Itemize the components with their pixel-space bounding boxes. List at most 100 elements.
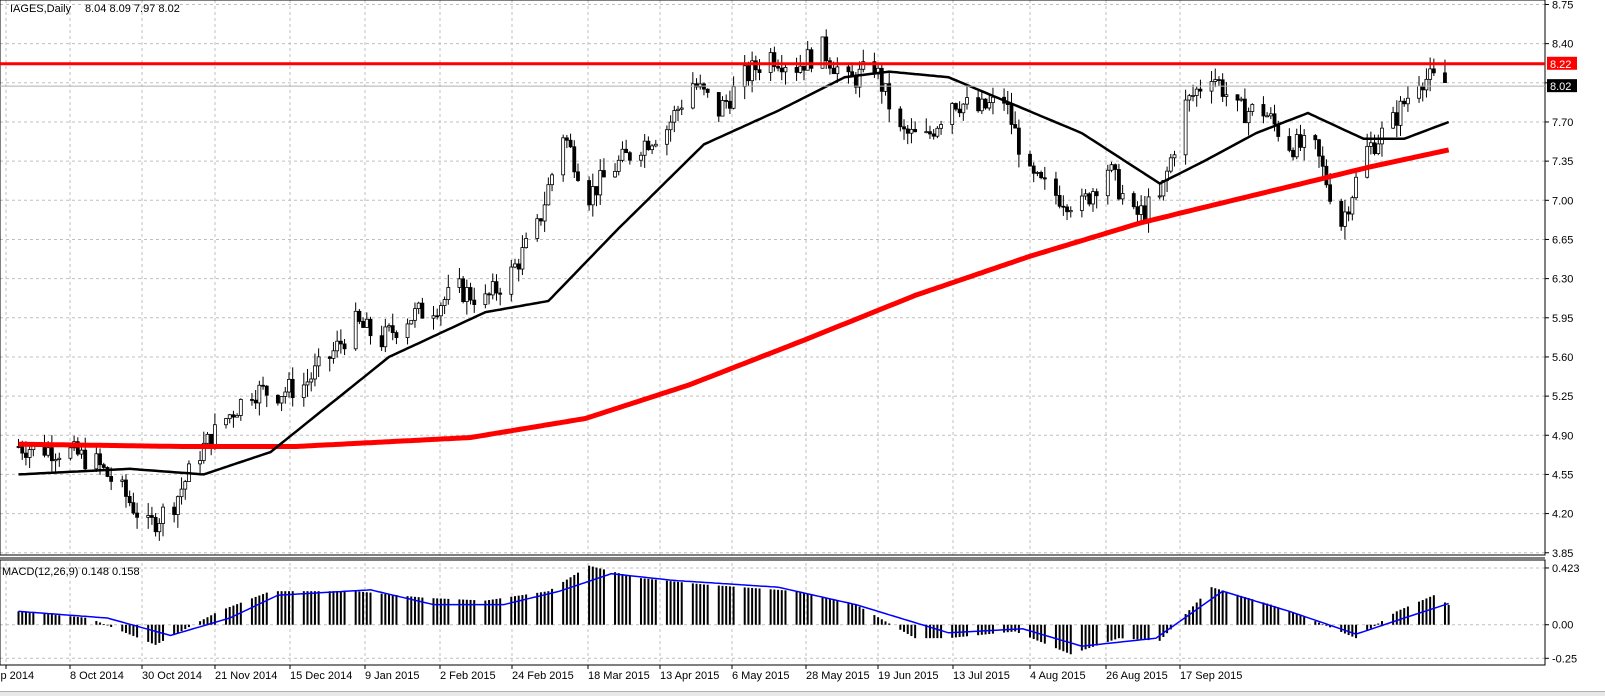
candle-body (1320, 155, 1325, 167)
x-tick-label: 2 Feb 2015 (440, 670, 496, 682)
candle-body (564, 137, 569, 141)
macd-label: MACD(12,26,9) 0.148 0.158 (2, 566, 140, 578)
candle-body (720, 100, 725, 117)
candle-body (68, 447, 73, 459)
candle-body (1394, 112, 1399, 126)
candle-body (201, 442, 206, 461)
candle-body (446, 287, 451, 300)
macd-y-tick-label: 0.423 (1552, 563, 1580, 575)
candle-body (290, 378, 295, 399)
candle-body (1443, 72, 1447, 83)
candle-body (205, 433, 210, 444)
candle-body (716, 92, 721, 117)
y-tick-label: 6.30 (1552, 274, 1573, 286)
y-tick-label: 3.85 (1552, 548, 1573, 560)
candle-body (261, 384, 265, 387)
candle-body (1391, 112, 1395, 129)
candle-body (853, 75, 858, 88)
candle-body (1135, 206, 1140, 215)
candle-body (98, 453, 102, 466)
candle-body (668, 121, 673, 131)
candle-body (535, 218, 540, 239)
candle-body (550, 174, 554, 186)
candle-body (1194, 88, 1199, 96)
candle-body (1339, 200, 1344, 227)
candle-body (279, 396, 284, 404)
candle-body (487, 293, 491, 296)
candle-body (746, 65, 751, 82)
candle-body (361, 321, 365, 328)
candle-body (357, 310, 362, 322)
candle-body (698, 83, 703, 88)
candle-body (805, 49, 810, 71)
candle-body (127, 496, 132, 504)
x-tick-label: 21 Nov 2014 (215, 670, 277, 682)
y-tick-label: 5.60 (1552, 352, 1573, 364)
candle-body (594, 186, 599, 196)
candle-body (79, 449, 84, 455)
candle-body (1142, 205, 1147, 221)
candle-body (175, 496, 180, 515)
candle-body (772, 52, 777, 67)
candle-body (783, 67, 788, 73)
candle-body (1113, 164, 1118, 170)
candle-body (1272, 113, 1277, 125)
candle-body (524, 238, 529, 248)
candle-body (642, 140, 647, 156)
candle-body (472, 299, 477, 305)
candle-body (1091, 191, 1095, 205)
x-tick-label: 6 Sep 2014 (0, 670, 34, 682)
candle-body (464, 287, 469, 302)
candle-body (1368, 142, 1373, 147)
candle-body (390, 325, 395, 334)
candle-body (20, 446, 25, 454)
candle-body (1224, 94, 1229, 97)
candle-body (264, 385, 269, 396)
x-tick-label: 9 Jan 2015 (365, 670, 419, 682)
candle-body (824, 36, 829, 62)
candle-body (442, 299, 447, 307)
x-tick-label: 8 Oct 2014 (70, 670, 124, 682)
candle-body (1343, 211, 1347, 227)
y-tick-label: 5.95 (1552, 313, 1573, 325)
candle-body (131, 502, 136, 514)
candle-body (590, 186, 595, 206)
candle-body (75, 441, 80, 455)
candle-body (779, 67, 784, 73)
candle-body (513, 263, 517, 268)
candle-body (602, 170, 606, 178)
y-tick-label: 6.65 (1552, 234, 1573, 246)
y-tick-label: 4.55 (1552, 469, 1573, 481)
y-tick-label: 5.25 (1552, 391, 1573, 403)
candle-body (287, 378, 291, 393)
candle-body (253, 399, 258, 404)
candle-body (1424, 78, 1429, 91)
candle-body (820, 36, 825, 69)
candle-body (387, 325, 391, 328)
candle-body (676, 108, 680, 111)
x-tick-label: 28 May 2015 (806, 670, 870, 682)
candle-body (694, 83, 699, 88)
candle-body (679, 107, 684, 110)
candle-body (146, 515, 151, 518)
candle-body (416, 302, 421, 310)
bottom-tab-strip[interactable] (0, 691, 1605, 696)
candle-body (913, 128, 918, 133)
x-tick-label: 30 Oct 2014 (142, 670, 202, 682)
sma-fast-line (18, 70, 1450, 476)
candle-body (120, 479, 125, 482)
frame (0, 0, 1546, 666)
candle-body (420, 302, 425, 319)
candle-body (1239, 98, 1244, 101)
candle-body (950, 103, 955, 125)
y-tick-label: 7.70 (1552, 117, 1573, 129)
candle-body (383, 326, 388, 348)
candle-body (1079, 195, 1084, 211)
candle-body (598, 170, 603, 196)
candle-body (620, 148, 625, 161)
candle-body (1061, 205, 1066, 208)
candle-body (364, 318, 369, 328)
candle-body (27, 449, 32, 458)
